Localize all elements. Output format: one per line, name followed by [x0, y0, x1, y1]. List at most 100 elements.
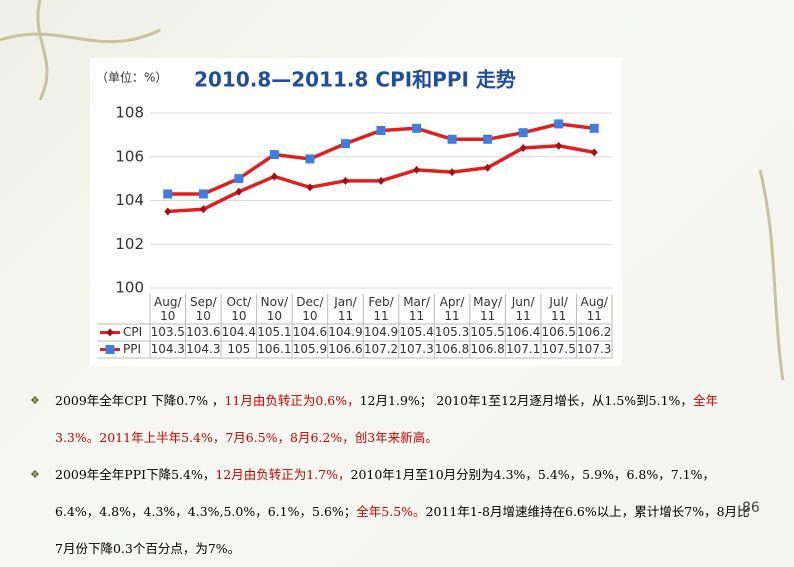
point — [448, 168, 456, 177]
bullet-list: 2009年全年CPI 下降0.7% ，11月由负转正为0.6%，12月1.9%；… — [30, 382, 750, 567]
table-value: 107.2 — [364, 342, 398, 356]
bullet-text: 12月1.9%； 2010年1至12月逐月增长，从1.5%到5.1%， — [359, 393, 693, 408]
point — [235, 187, 243, 196]
chart: 2010.8—2011.8 CPI和PPI 走势 （单位：%） 100 102 10… — [0, 0, 785, 380]
table-value: 105.4 — [399, 325, 433, 339]
x-tick-label-part: Feb/ — [368, 295, 394, 309]
x-tick-label: Jul/11 — [548, 295, 568, 323]
table-value: 103.5 — [151, 325, 185, 339]
table-value: 107.3 — [399, 342, 433, 356]
point — [198, 189, 208, 199]
point — [376, 126, 386, 135]
x-tick-label: May/11 — [473, 295, 503, 323]
x-tick-label-part: 11 — [587, 309, 602, 323]
table-value: 105.1 — [257, 325, 291, 339]
point — [554, 119, 564, 129]
x-tick-label: Oct/10 — [226, 295, 252, 323]
x-tick-label-part: 11 — [373, 309, 388, 323]
x-tick-label-part: Apr/ — [440, 295, 466, 309]
x-tick-label-part: 11 — [551, 309, 566, 323]
point — [199, 205, 207, 214]
point — [306, 183, 314, 192]
x-tick-label-part: Aug/ — [154, 295, 182, 309]
point — [484, 163, 492, 172]
table-value: 104.9 — [364, 325, 398, 339]
table-value: 104.9 — [328, 325, 362, 339]
x-tick-label-part: 10 — [267, 309, 282, 323]
point — [519, 144, 527, 152]
x-tick-label-part: Sep/ — [190, 295, 218, 309]
point — [518, 128, 528, 138]
table-value: 105.5 — [470, 325, 504, 339]
table-value: 107.5 — [542, 342, 576, 356]
point — [163, 189, 173, 199]
chart-title: 2010.8—2011.8 CPI和PPI 走势 — [194, 68, 516, 92]
y-tick-label: 104 — [115, 191, 144, 209]
y-axis-label: （单位：%） — [96, 70, 167, 85]
x-tick-label-part: Jul/ — [548, 295, 568, 309]
x-tick-label: Aug/11 — [580, 295, 608, 323]
x-tick-label: Nov/10 — [261, 295, 289, 323]
point — [412, 123, 422, 133]
vine-decoration — [0, 0, 785, 380]
x-tick-label: Apr/11 — [440, 295, 466, 323]
bullet-text: 2009年全年PPI下降5.4%， — [55, 467, 216, 482]
point — [305, 154, 315, 164]
y-tick-label: 102 — [115, 235, 144, 253]
bullet-text: 2011年1-8月增速维持在6.6%以上，累计增长7%，8月比7月份下降0.3个… — [55, 504, 750, 556]
x-tick-label-part: Jan/ — [333, 295, 357, 309]
x-tick-label-part: 10 — [302, 309, 317, 323]
point — [590, 148, 598, 157]
y-tick-label: 108 — [115, 104, 144, 122]
x-tick-label: Feb/11 — [368, 295, 394, 323]
table-value: 106.4 — [506, 325, 540, 339]
point — [377, 176, 385, 185]
x-tick-label-part: May/ — [473, 295, 503, 309]
page-number: 86 — [742, 500, 760, 516]
x-tick-label-part: 11 — [409, 309, 424, 323]
bullet-text: 2009年全年CPI 下降0.7% ， — [55, 393, 225, 408]
x-tick-label-part: Nov/ — [261, 295, 289, 309]
y-tick-label: 100 — [115, 279, 144, 297]
table-value: 105 — [227, 342, 250, 356]
bullet-text: 12月由负转正为1.7%， — [215, 467, 351, 482]
table-value: 106.8 — [435, 342, 469, 356]
x-tick-label-part: 11 — [516, 309, 531, 323]
point — [106, 328, 114, 337]
x-tick-label: Dec/10 — [296, 295, 324, 323]
x-tick-label-part: 10 — [160, 309, 175, 323]
table-value: 104.4 — [222, 325, 256, 339]
table-value: 106.5 — [542, 325, 576, 339]
point — [341, 176, 349, 185]
table-value: 106.2 — [577, 325, 611, 339]
point — [555, 141, 563, 150]
table-value: 105.9 — [293, 342, 327, 356]
bullet-text: 2010年1月至10月分别为4.3%，5.4%，5.9%，6.8%，7.1%，6… — [55, 467, 715, 519]
x-tick-label-part: 11 — [338, 309, 353, 323]
bullet-text: 全年5.5%。 — [356, 504, 426, 519]
x-tick-label: Aug/10 — [154, 295, 182, 323]
table-value: 106.6 — [328, 342, 362, 356]
x-tick-label-part: Mar/ — [403, 295, 431, 309]
x-tick-label-part: 11 — [444, 309, 459, 323]
table-value: 104.6 — [293, 325, 327, 339]
table-value: 105.3 — [435, 325, 469, 339]
point — [164, 207, 172, 216]
x-tick-label: Mar/11 — [403, 295, 431, 323]
table-value: 107.1 — [506, 342, 540, 356]
point — [589, 123, 599, 133]
point — [270, 172, 278, 181]
x-tick-label: Jun/11 — [511, 295, 536, 323]
table-value: 107.3 — [577, 342, 611, 356]
table-value: 104.3 — [151, 342, 185, 356]
point — [483, 134, 493, 144]
x-tick-label: Sep/10 — [190, 295, 218, 323]
y-tick-label: 106 — [115, 147, 144, 165]
table-value: 106.8 — [470, 342, 504, 356]
point — [105, 345, 115, 354]
x-tick-label-part: Oct/ — [226, 295, 252, 309]
x-tick-label-part: Dec/ — [296, 295, 324, 309]
x-tick-label-part: 11 — [480, 309, 495, 323]
table-value: 103.6 — [186, 325, 220, 339]
